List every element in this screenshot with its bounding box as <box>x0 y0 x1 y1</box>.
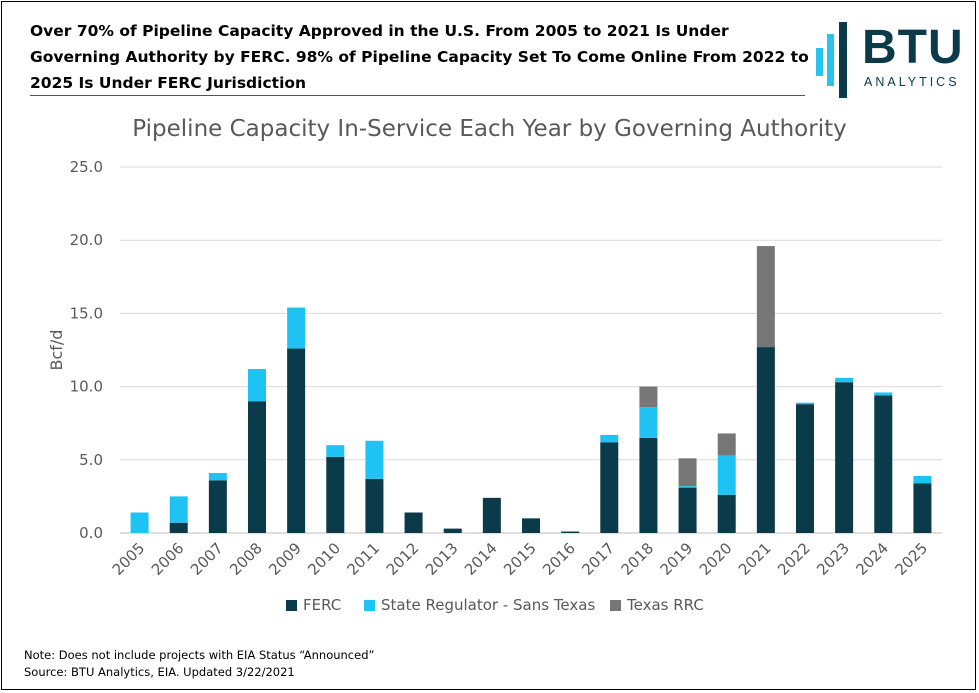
bar-ferc-2013 <box>443 528 462 533</box>
logo-word: BTU <box>862 21 964 74</box>
bar-ferc-2021 <box>756 347 775 533</box>
y-tick-label: 5.0 <box>79 451 103 469</box>
btu-logo: BTU ANALYTICS <box>812 21 964 98</box>
y-tick-label: 25.0 <box>70 158 103 176</box>
headline: Over 70% of Pipeline Capacity Approved i… <box>30 22 809 92</box>
logo-bar-light <box>816 48 823 76</box>
bar-state-regulator-sans-texas-2023 <box>835 377 854 383</box>
x-tick-label: 2013 <box>422 539 462 579</box>
bar-ferc-2014 <box>482 497 501 533</box>
logo-subtitle: ANALYTICS <box>864 75 960 89</box>
bar-ferc-2025 <box>913 483 932 533</box>
x-tick-label: 2007 <box>187 539 227 579</box>
legend-label: State Regulator - Sans Texas <box>381 596 595 614</box>
bar-texas-rrc-2019 <box>678 458 697 487</box>
bar-state-regulator-sans-texas-2024 <box>874 392 893 396</box>
bar-state-regulator-sans-texas-2009 <box>287 307 306 349</box>
x-tick-label: 2025 <box>892 539 932 579</box>
x-tick-label: 2005 <box>109 539 149 579</box>
x-tick-label: 2011 <box>344 539 384 579</box>
bar-state-regulator-sans-texas-2008 <box>248 369 266 402</box>
bar-ferc-2016 <box>561 531 580 533</box>
bar-texas-rrc-2020 <box>717 433 736 456</box>
y-tick-label: 0.0 <box>79 524 103 542</box>
bar-ferc-2017 <box>600 442 619 533</box>
x-tick-label: 2015 <box>500 539 540 579</box>
x-tick-label: 2010 <box>304 539 344 579</box>
bar-ferc-2006 <box>169 522 188 533</box>
bar-ferc-2022 <box>796 404 814 533</box>
logo-bar-dark <box>839 22 847 98</box>
bar-state-regulator-sans-texas-2006 <box>169 496 188 523</box>
bar-state-regulator-sans-texas-2019 <box>678 486 697 488</box>
footnote: Note: Does not include projects with EIA… <box>24 648 375 662</box>
bar-state-regulator-sans-texas-2018 <box>639 407 658 438</box>
x-tick-label: 2022 <box>774 539 814 579</box>
legend-label: FERC <box>303 596 341 614</box>
bar-texas-rrc-2021 <box>756 246 775 348</box>
bar-state-regulator-sans-texas-2005 <box>130 512 149 533</box>
y-tick-label: 10.0 <box>70 378 103 396</box>
x-tick-label: 2023 <box>813 539 853 579</box>
y-axis-label: Bcf/d <box>47 330 66 371</box>
x-tick-label: 2012 <box>383 539 423 579</box>
logo-bar-mid <box>827 34 834 86</box>
bar-ferc-2011 <box>365 478 384 533</box>
y-tick-label: 15.0 <box>70 304 103 322</box>
x-tick-label: 2017 <box>578 539 618 579</box>
bar-ferc-2024 <box>874 395 893 533</box>
legend-swatch <box>286 600 297 611</box>
x-tick-label: 2008 <box>226 539 266 579</box>
source-note: Source: BTU Analytics, EIA. Updated 3/22… <box>24 665 295 679</box>
bar-ferc-2020 <box>717 494 736 533</box>
bar-ferc-2010 <box>326 456 345 533</box>
legend-swatch <box>610 600 621 611</box>
x-tick-label: 2018 <box>618 539 658 579</box>
bar-state-regulator-sans-texas-2011 <box>365 440 384 479</box>
bar-state-regulator-sans-texas-2010 <box>326 445 345 457</box>
bar-ferc-2007 <box>208 480 227 533</box>
bar-ferc-2015 <box>522 518 540 533</box>
x-tick-label: 2006 <box>148 539 188 579</box>
x-tick-label: 2014 <box>461 539 501 579</box>
x-tick-label: 2016 <box>539 539 579 579</box>
bar-ferc-2023 <box>835 382 854 533</box>
bar-ferc-2009 <box>287 348 306 533</box>
bar-ferc-2008 <box>248 401 266 533</box>
bar-ferc-2019 <box>678 487 697 533</box>
x-tick-label: 2020 <box>696 539 736 579</box>
bar-ferc-2012 <box>404 512 423 533</box>
chart-title: Pipeline Capacity In-Service Each Year b… <box>132 116 847 142</box>
x-tick-label: 2019 <box>657 539 697 579</box>
bar-state-regulator-sans-texas-2025 <box>913 475 932 484</box>
bar-ferc-2018 <box>639 437 658 533</box>
bar-state-regulator-sans-texas-2017 <box>600 434 619 443</box>
x-tick-label: 2009 <box>265 539 305 579</box>
x-tick-label: 2021 <box>735 539 775 579</box>
legend-label: Texas RRC <box>626 596 704 614</box>
y-tick-label: 20.0 <box>70 231 103 249</box>
headline-rule <box>30 95 805 96</box>
bar-state-regulator-sans-texas-2022 <box>796 402 814 405</box>
bar-state-regulator-sans-texas-2020 <box>717 455 736 495</box>
x-tick-label: 2024 <box>852 539 892 579</box>
bar-texas-rrc-2018 <box>639 386 658 408</box>
legend-swatch <box>364 600 375 611</box>
bar-state-regulator-sans-texas-2007 <box>208 472 227 481</box>
